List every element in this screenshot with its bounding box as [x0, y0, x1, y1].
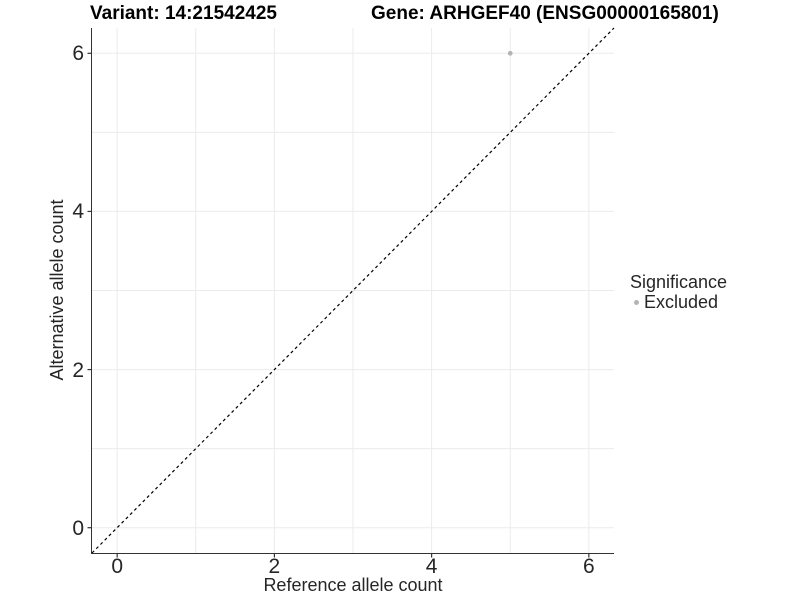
- x-tick-label: 2: [268, 555, 281, 578]
- legend-item-label: Excluded: [644, 292, 719, 312]
- x-tick-label: 6: [582, 555, 595, 578]
- y-tick-label: 4: [72, 200, 84, 224]
- x-axis-title: Reference allele count: [263, 575, 443, 595]
- plot-area-svg: [87, 27, 614, 558]
- x-tick-label: 0: [111, 555, 123, 578]
- y-tick-label: 0: [72, 516, 84, 540]
- excluded-point-swatch-icon: [634, 299, 639, 305]
- y-axis-tick-labels: 0 2 4 6: [48, 28, 84, 553]
- y-tick-label: 2: [72, 358, 84, 382]
- y-tick-label: 6: [72, 42, 84, 66]
- legend-item-excluded: Excluded: [630, 292, 727, 312]
- legend-title: Significance: [630, 272, 728, 292]
- x-tick-label: 4: [425, 555, 438, 578]
- plot-title-gene: Gene: ARHGEF40 (ENSG00000165801): [371, 3, 719, 24]
- x-axis-tick-labels: 0 2 4 6: [92, 556, 614, 580]
- data-point: [507, 50, 513, 56]
- plot-panel: [87, 27, 614, 558]
- legend: Significance Excluded: [630, 272, 727, 312]
- plot-title-variant: Variant: 14:21542425: [90, 3, 277, 24]
